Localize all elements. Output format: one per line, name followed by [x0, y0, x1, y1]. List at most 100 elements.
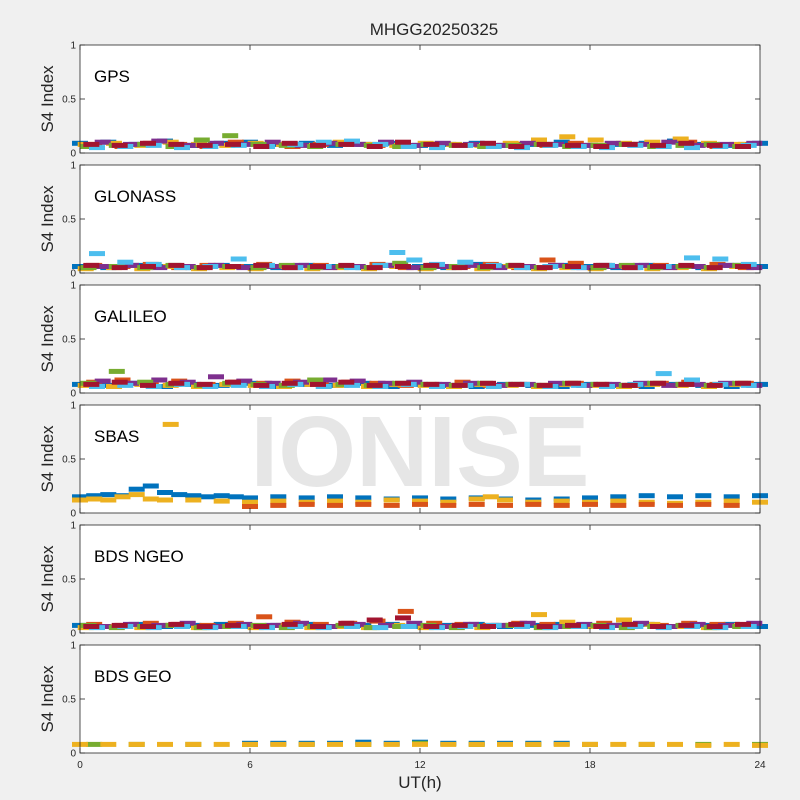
data-point — [278, 625, 295, 631]
data-point — [168, 262, 185, 268]
panel-glonass: 0 0.5 1 S4 Index GLONASS — [38, 161, 768, 280]
data-point — [593, 381, 610, 387]
plot-area — [80, 645, 760, 753]
data-point — [114, 494, 131, 500]
data-point — [519, 620, 536, 626]
data-point — [508, 621, 525, 627]
panel-label: SBAS — [94, 427, 139, 446]
data-point — [718, 262, 734, 268]
data-point — [582, 501, 598, 507]
data-point — [196, 265, 213, 271]
data-point — [281, 621, 298, 627]
data-point — [695, 742, 712, 748]
data-point — [225, 264, 241, 269]
data-point — [684, 377, 700, 383]
data-point — [383, 502, 400, 508]
x-tick-label: 24 — [754, 760, 766, 771]
data-point — [423, 262, 440, 268]
data-point — [94, 139, 111, 145]
data-point — [559, 134, 576, 140]
data-point — [338, 262, 355, 268]
data-point — [678, 381, 695, 387]
chart-title: MHGG20250325 — [370, 20, 499, 39]
data-point — [468, 741, 485, 747]
data-point — [468, 501, 485, 507]
data-point — [485, 144, 502, 149]
data-point — [553, 741, 570, 747]
data-point — [307, 377, 324, 383]
data-point — [400, 624, 417, 629]
data-point — [650, 380, 666, 386]
y-axis-label: S4 Index — [38, 545, 57, 613]
data-point — [366, 617, 383, 623]
data-point — [253, 144, 270, 149]
data-point — [157, 497, 173, 503]
y-axis-label: S4 Index — [38, 665, 57, 733]
data-point — [383, 741, 400, 747]
y-tick-label: 1 — [70, 41, 76, 52]
data-point — [86, 741, 103, 747]
data-point — [389, 250, 406, 255]
panel-label: GPS — [94, 67, 130, 86]
data-point — [196, 624, 213, 629]
data-point — [621, 141, 638, 147]
data-point — [83, 381, 100, 387]
data-point — [723, 502, 740, 508]
y-axis-label: S4 Index — [38, 425, 57, 493]
data-point — [327, 498, 343, 504]
data-point — [270, 502, 287, 508]
data-point — [423, 381, 440, 387]
data-point — [539, 257, 556, 263]
data-point — [298, 501, 315, 507]
data-point — [372, 625, 389, 631]
y-tick-label: 0 — [70, 629, 76, 640]
data-point — [89, 145, 105, 151]
data-point — [508, 262, 525, 268]
data-point — [638, 493, 655, 499]
data-point — [621, 382, 638, 388]
data-point — [179, 620, 196, 626]
data-point — [327, 494, 343, 500]
data-point — [140, 140, 156, 146]
x-tick-label: 18 — [584, 760, 596, 771]
data-point — [536, 624, 553, 629]
data-point — [185, 493, 202, 499]
y-tick-label: 0.5 — [62, 215, 76, 226]
data-point — [667, 502, 683, 508]
data-point — [242, 741, 258, 747]
data-point — [225, 379, 241, 385]
data-point — [706, 382, 723, 388]
data-point — [482, 494, 499, 500]
data-point — [553, 498, 570, 504]
data-point — [712, 256, 729, 262]
data-point — [451, 382, 468, 388]
data-point — [327, 502, 343, 508]
data-point — [536, 265, 553, 271]
data-point — [610, 741, 627, 747]
data-point — [253, 262, 270, 268]
data-point — [565, 142, 581, 148]
data-point — [321, 377, 338, 383]
data-point — [293, 620, 309, 626]
data-point — [392, 624, 409, 629]
data-point — [327, 741, 343, 747]
data-point — [151, 138, 168, 144]
data-point — [140, 264, 156, 269]
data-point — [695, 493, 712, 499]
data-point — [242, 499, 258, 505]
data-point — [423, 624, 440, 629]
data-point — [242, 495, 258, 501]
data-point — [412, 501, 428, 507]
data-point — [315, 139, 332, 145]
data-point — [582, 495, 598, 501]
data-point — [678, 140, 695, 146]
data-point — [618, 625, 635, 631]
data-point — [451, 622, 468, 628]
y-tick-label: 0 — [70, 509, 76, 520]
data-point — [310, 624, 326, 629]
data-point — [392, 144, 409, 149]
data-point — [644, 139, 661, 145]
data-point — [281, 140, 298, 146]
data-point — [406, 265, 423, 271]
